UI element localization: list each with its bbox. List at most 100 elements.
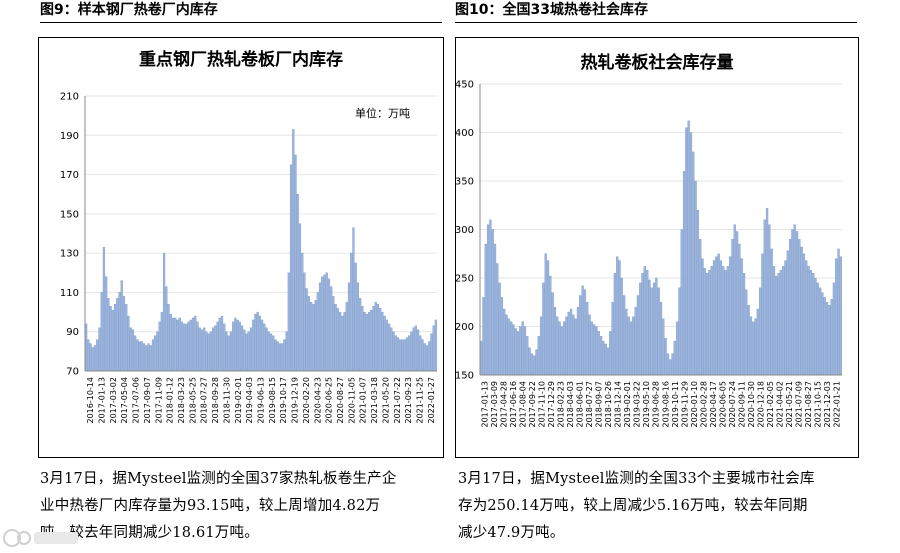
x-tick-label: 2018-09-28 xyxy=(211,377,220,424)
bar xyxy=(156,331,159,372)
x-tick-label: 2018-04-03 xyxy=(566,381,575,428)
bar xyxy=(416,329,420,372)
chart-panel-mill-inventory: 重点钢厂热轧卷板厂内库存 单位：万吨 70 90 110 130 150 170 190 210 2… xyxy=(38,37,444,458)
bar xyxy=(807,266,810,376)
bar xyxy=(715,256,718,376)
bar xyxy=(793,224,796,376)
bar xyxy=(586,302,589,376)
bar xyxy=(96,339,99,372)
caption-right-line-3: 减少47.9万吨。 xyxy=(458,525,565,541)
watermark-logo xyxy=(3,529,78,547)
bar xyxy=(705,272,709,376)
bar xyxy=(361,306,364,372)
bar xyxy=(505,314,508,376)
bar xyxy=(742,272,746,376)
bar xyxy=(180,321,184,372)
bar xyxy=(669,359,672,376)
bar xyxy=(198,327,201,372)
bar xyxy=(356,282,359,372)
bar xyxy=(722,266,725,376)
x-tick-label: 2022-01-27 xyxy=(427,377,436,424)
x-tick-label: 2021-02-05 xyxy=(766,381,775,428)
bar xyxy=(802,253,806,376)
bar xyxy=(347,282,351,372)
bar xyxy=(486,224,490,376)
bar xyxy=(278,343,282,372)
bar xyxy=(673,340,676,376)
bar xyxy=(151,339,155,372)
bar xyxy=(289,164,293,372)
figure-9-header: 图9：样本钢厂热卷厂内库存 xyxy=(40,2,218,18)
bar xyxy=(149,345,152,372)
bar xyxy=(387,323,391,372)
x-tick-label: 2020-04-17 xyxy=(709,381,718,428)
bar xyxy=(98,327,101,372)
bar xyxy=(710,266,713,376)
bar xyxy=(305,288,308,372)
x-tick-label: 2021-08-27 xyxy=(804,381,813,428)
x-tick-label: 2020-09-11 xyxy=(737,381,746,428)
bar xyxy=(507,318,510,376)
bar xyxy=(592,324,596,376)
bar xyxy=(249,327,253,372)
x-tick-label: 2017-12-29 xyxy=(547,381,556,428)
bar xyxy=(428,341,431,372)
x-tick-label: 2017-04-28 xyxy=(499,381,508,428)
bar xyxy=(243,329,246,372)
bar xyxy=(837,248,840,376)
bar xyxy=(523,326,527,376)
bar xyxy=(671,353,674,376)
bar xyxy=(169,313,172,372)
bar xyxy=(768,224,771,376)
bar xyxy=(194,315,197,372)
x-tick-label: 2019-02-01 xyxy=(623,381,632,428)
caption-left-line-3: 吨，较去年同期减少18.61万吨。 xyxy=(40,525,259,541)
bar xyxy=(597,331,600,376)
y-tick-label: 250 xyxy=(456,274,474,285)
bar xyxy=(835,258,838,376)
x-tick-label: 2018-03-23 xyxy=(177,377,186,424)
social-inventory-chart: 热轧卷板社会库存量 150 200 250 300 350 400 450 2017-01-13… xyxy=(456,52,842,428)
bar xyxy=(303,272,306,372)
bar xyxy=(763,219,766,376)
bar xyxy=(733,224,736,376)
bar xyxy=(334,304,337,372)
bar xyxy=(772,266,776,376)
bar xyxy=(285,331,288,372)
bar xyxy=(154,335,157,372)
bar xyxy=(747,305,750,376)
x-tick-label: 2019-11-29 xyxy=(680,381,689,428)
bar xyxy=(227,335,230,372)
x-tick-label: 2019-06-13 xyxy=(257,377,266,424)
x-tick-label: 2017-03-02 xyxy=(109,377,118,424)
bar xyxy=(496,263,499,376)
bar xyxy=(581,285,584,376)
bar xyxy=(556,316,559,376)
bar xyxy=(109,306,112,372)
bar xyxy=(332,296,335,372)
bar xyxy=(276,341,279,372)
bar xyxy=(214,325,217,372)
x-tick-label: 2021-03-18 xyxy=(370,377,379,424)
bar xyxy=(632,316,635,376)
bar xyxy=(604,343,607,376)
x-tick-label: 2020-07-24 xyxy=(728,381,737,428)
bar xyxy=(205,331,208,372)
bar xyxy=(310,302,313,372)
x-tick-label: 2021-01-07 xyxy=(359,377,368,424)
bar xyxy=(558,321,561,376)
bar xyxy=(178,317,181,372)
bar xyxy=(832,282,836,376)
bar xyxy=(207,333,210,372)
bar xyxy=(240,325,244,372)
bar xyxy=(301,252,304,372)
header-rule-right xyxy=(455,22,857,23)
bar xyxy=(627,316,630,376)
bar xyxy=(678,287,681,376)
bar xyxy=(176,319,179,372)
bar xyxy=(359,298,362,372)
bar xyxy=(392,331,395,372)
bar xyxy=(267,331,270,372)
bar xyxy=(666,353,670,376)
